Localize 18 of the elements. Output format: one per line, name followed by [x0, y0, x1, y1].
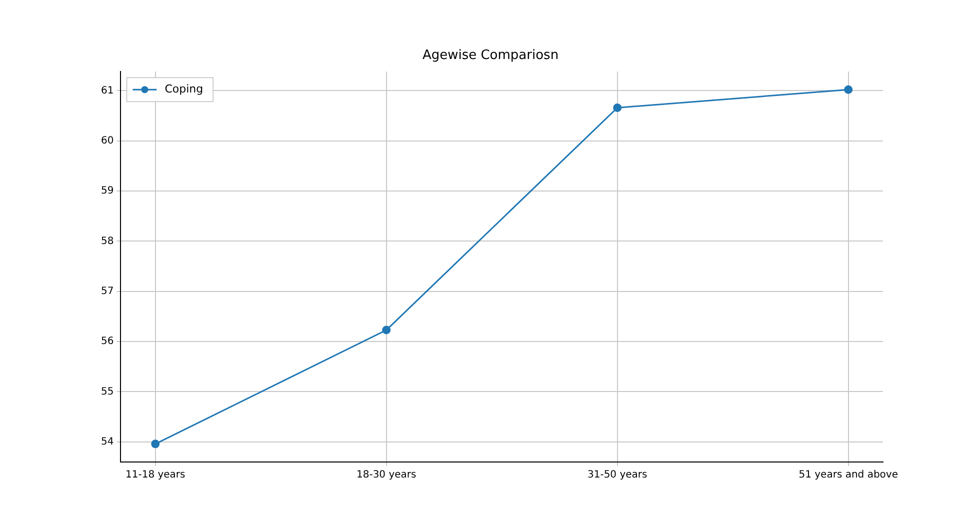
- legend-label: Coping: [164, 82, 204, 96]
- y-tick-label: 59: [100, 186, 114, 197]
- x-tick-label: 18-30 years: [356, 470, 416, 481]
- y-tick-label: 60: [100, 135, 114, 146]
- point: [382, 326, 391, 334]
- point: [844, 85, 853, 94]
- y-tick-label: 54: [100, 436, 114, 448]
- y-tick-label: 56: [100, 336, 114, 348]
- point: [151, 440, 160, 448]
- x-tick-label: 51 years and above: [798, 470, 898, 481]
- chart-title: Agewise Compariosn: [422, 48, 559, 64]
- y-tick-label: 57: [100, 286, 114, 297]
- x-tick-label: 31-50 years: [587, 470, 648, 481]
- x-tick-label: 11-18 years: [125, 470, 186, 481]
- y-tick-label: 55: [100, 386, 114, 398]
- point: [613, 103, 622, 112]
- y-tick-label: 58: [100, 236, 114, 247]
- y-tick-label: 61: [100, 85, 114, 96]
